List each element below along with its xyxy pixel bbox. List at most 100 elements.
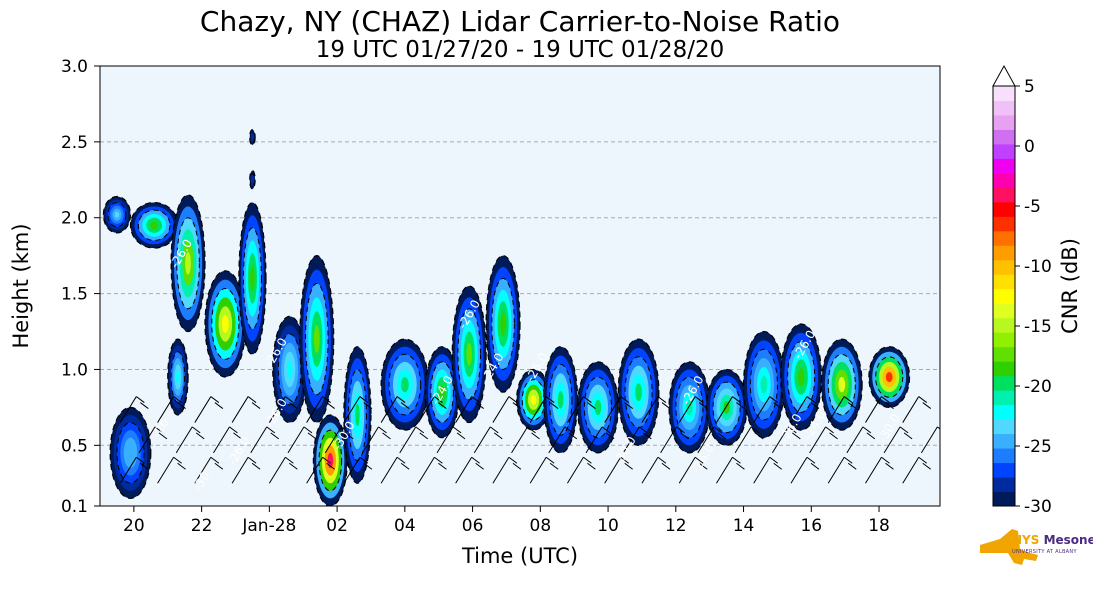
wind-barb (268, 396, 298, 423)
colorbar-segment (993, 433, 1015, 449)
cnr-contour-line (675, 376, 704, 439)
colorbar-segment (993, 303, 1015, 319)
y-tick-label: 1.5 (61, 285, 88, 305)
wind-barb (492, 396, 522, 423)
wind-barb (678, 396, 708, 423)
colorbar-label: CNR (dB) (1058, 238, 1082, 334)
cnr-contour-level (327, 452, 334, 469)
colorbar-tick-label: -30 (1024, 497, 1052, 517)
cnr-contour-level (250, 135, 255, 140)
cloud-region (485, 255, 521, 393)
cnr-contour-level (355, 403, 360, 427)
y-axis: 0.1 0.5 1.0 1.5 2.0 2.5 3.0 (61, 57, 100, 517)
colorbar-segment (993, 158, 1015, 174)
colorbar-segment (993, 143, 1015, 159)
colorbar-frame (992, 85, 1016, 507)
y-tick-label: 0.5 (61, 436, 88, 456)
cnr-contour-line (617, 338, 660, 446)
cnr-contour-level (150, 221, 159, 230)
cnr-contour-line (176, 217, 200, 310)
cnr-contour-line (167, 338, 189, 416)
cloud-region (249, 129, 256, 146)
logo-mesonet: Mesonet (1043, 533, 1093, 547)
cloud-region (238, 201, 267, 355)
wind-barb (138, 426, 168, 454)
x-tick-label: 22 (191, 516, 213, 536)
colorbar-tick-label: -20 (1024, 377, 1052, 397)
x-tick-label: 06 (462, 516, 484, 536)
x-tick-label: 08 (530, 516, 552, 536)
cnr-contour-line (318, 429, 343, 492)
colorbar-tick-label: -5 (1024, 197, 1041, 217)
cnr-contour-level (114, 211, 120, 218)
wind-barb (902, 456, 932, 484)
wind-barb (753, 396, 783, 423)
colorbar-segment (993, 332, 1015, 348)
colorbar-segment (993, 100, 1015, 116)
wind-barb (231, 456, 261, 484)
chart-subtitle: 19 UTC 01/27/20 - 19 UTC 01/28/20 (315, 37, 725, 63)
x-tick-label: 18 (868, 516, 890, 536)
x-tick-label: 02 (326, 516, 348, 536)
wind-barb (343, 396, 373, 423)
x-axis-label: Time (UTC) (461, 544, 578, 568)
cloud-region (249, 170, 256, 190)
wind-barb (827, 456, 857, 484)
cloud-region (516, 368, 552, 431)
wind-barb (306, 456, 335, 484)
colorbar-segment (993, 448, 1015, 464)
wind-barb (455, 396, 484, 423)
x-tick-label: 14 (733, 516, 755, 536)
colorbar-segment (993, 404, 1015, 420)
cnr-heatmap (102, 129, 911, 506)
wind-barb (809, 426, 838, 454)
wind-barb (753, 456, 783, 484)
cnr-contour-level (594, 399, 602, 415)
cloud-region (742, 330, 785, 439)
cloud-region (576, 361, 619, 454)
cnr-contour-line (749, 348, 778, 421)
cnr-contour-line (787, 341, 816, 413)
wind-barb (660, 426, 689, 454)
wind-barb (566, 396, 596, 423)
cnr-contour-level (313, 325, 320, 354)
colorbar-segment (993, 114, 1015, 130)
cloud-region (129, 201, 179, 249)
colorbar-tick-label: -10 (1024, 257, 1052, 277)
wind-barb (417, 396, 447, 423)
wind-barb (529, 396, 559, 423)
colorbar-segment (993, 491, 1015, 507)
cnr-contour-level (500, 312, 506, 336)
cnr-contour-level (530, 394, 537, 405)
cnr-contour-level (885, 371, 893, 383)
new-york-state-icon (980, 529, 1038, 565)
cloud-region (170, 194, 206, 333)
x-tick-label: 10 (597, 516, 619, 536)
wind-barb (380, 396, 410, 423)
wind-barb (455, 456, 484, 484)
y-tick-label: 0.1 (61, 497, 88, 517)
y-tick-label: 3.0 (61, 57, 88, 77)
cnr-contour-line (238, 201, 267, 355)
colorbar-tick-label: 0 (1024, 137, 1035, 157)
cnr-contour-line (583, 376, 612, 439)
cnr-contour-line (242, 227, 262, 330)
wind-barb (194, 456, 224, 484)
cnr-contour-line (249, 129, 256, 146)
cloud-region (668, 361, 711, 454)
wind-barb (716, 396, 745, 423)
cnr-contour-line (299, 255, 335, 424)
cloud-region (705, 368, 748, 446)
wind-barb (157, 456, 186, 484)
wind-barb (548, 426, 578, 454)
wind-barb (604, 456, 633, 484)
x-tick-label: 20 (123, 516, 145, 536)
cnr-contour-line (388, 353, 422, 416)
colorbar-segment (993, 230, 1015, 246)
wind-barb (213, 426, 242, 454)
x-tick-label: 16 (800, 516, 822, 536)
wind-barb (846, 426, 876, 454)
wind-barb (790, 396, 820, 423)
wind-barb (324, 426, 354, 454)
colorbar-segment (993, 419, 1015, 435)
